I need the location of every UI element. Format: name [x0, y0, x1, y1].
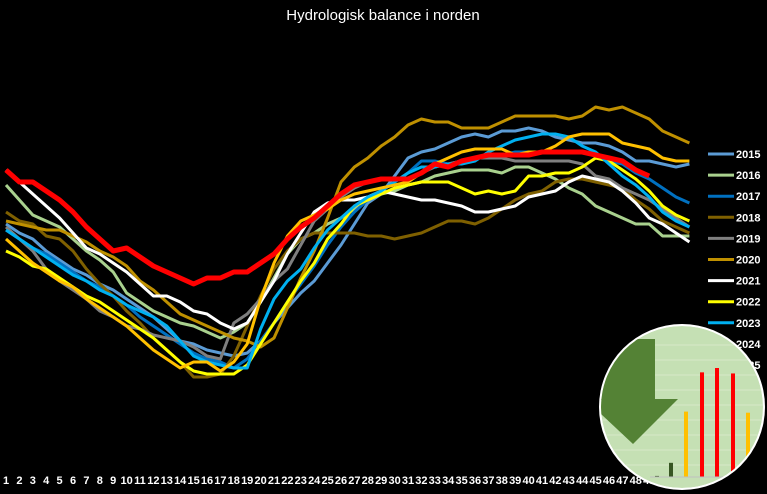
inset-bar: [655, 475, 659, 477]
series-line-2024: [4, 132, 690, 373]
inset-bars: [655, 368, 750, 477]
inset-bar: [715, 368, 719, 477]
inset-bar: [669, 462, 673, 477]
inset-badge: [599, 324, 765, 490]
x-tick-label: 16: [201, 475, 213, 487]
x-tick-label: 28: [362, 475, 374, 487]
x-tick-label: 24: [308, 475, 321, 487]
x-tick-label: 26: [335, 475, 347, 487]
legend-label-2017: 2017: [736, 191, 760, 203]
x-tick-label: 30: [388, 475, 400, 487]
series-line-2023: [5, 132, 691, 370]
series-line-2018: [5, 177, 691, 379]
x-tick-label: 18: [228, 475, 240, 487]
x-tick-label: 11: [134, 475, 146, 487]
x-tick-label: 44: [576, 475, 589, 487]
legend-label-2015: 2015: [736, 149, 760, 161]
x-tick-label: 23: [295, 475, 307, 487]
x-tick-label: 21: [268, 475, 280, 487]
legend-label-2023: 2023: [736, 318, 760, 330]
x-tick-label: 9: [110, 475, 116, 487]
x-tick-label: 34: [442, 475, 455, 487]
x-tick-label: 12: [147, 475, 159, 487]
x-tick-label: 3: [30, 475, 36, 487]
x-tick-label: 14: [174, 475, 187, 487]
x-tick-label: 29: [375, 475, 387, 487]
x-tick-label: 1: [3, 475, 9, 487]
x-tick-label: 20: [254, 475, 266, 487]
x-tick-label: 39: [509, 475, 521, 487]
x-tick-label: 15: [187, 475, 199, 487]
legend-label-2021: 2021: [736, 276, 760, 288]
x-tick-label: 7: [83, 475, 89, 487]
x-tick-label: 41: [536, 475, 548, 487]
x-tick-label: 8: [97, 475, 103, 487]
legend-label-2018: 2018: [736, 212, 760, 224]
x-tick-label: 17: [214, 475, 226, 487]
x-tick-label: 47: [616, 475, 628, 487]
x-tick-label: 6: [70, 475, 76, 487]
legend-label-2019: 2019: [736, 233, 760, 245]
inset-bar: [746, 412, 750, 477]
series-line-2022: [5, 156, 691, 376]
x-tick-label: 38: [496, 475, 508, 487]
x-tick-label: 35: [455, 475, 467, 487]
legend-label-2020: 2020: [736, 255, 760, 267]
series-line-2021: [4, 168, 691, 331]
inset-bar: [700, 372, 704, 477]
series-line-2020: [5, 105, 691, 349]
legend-label-2024: 2024: [736, 339, 761, 351]
x-tick-label: 33: [429, 475, 441, 487]
legend: 2015 2016 2017 2018 2019 2020 2021 2022 2023 2024…: [708, 149, 761, 372]
inset-bar: [731, 373, 735, 477]
x-tick-label: 5: [57, 475, 63, 487]
inset-bar: [684, 411, 688, 477]
x-tick-label: 19: [241, 475, 253, 487]
x-tick-label: 43: [563, 475, 575, 487]
x-tick-label: 37: [482, 475, 494, 487]
x-tick-label: 25: [321, 475, 333, 487]
x-tick-label: 31: [402, 475, 414, 487]
x-tick-label: 13: [161, 475, 173, 487]
x-tick-label: 32: [415, 475, 427, 487]
x-tick-label: 27: [348, 475, 360, 487]
x-tick-label: 2: [16, 475, 22, 487]
series-line-2025: [4, 149, 651, 287]
x-tick-label: 42: [549, 475, 561, 487]
legend-label-2016: 2016: [736, 170, 760, 182]
x-tick-label: 48: [630, 475, 642, 487]
series-lines: [4, 105, 691, 379]
legend-label-2022: 2022: [736, 297, 760, 309]
x-tick-label: 46: [603, 475, 615, 487]
x-tick-label: 10: [120, 475, 132, 487]
x-tick-label: 45: [589, 475, 601, 487]
x-tick-label: 4: [43, 475, 50, 487]
x-tick-label: 40: [522, 475, 534, 487]
x-axis-tick-labels: 1 2 3 4 5 6 7 8 9 10 11 12 13 14 15 16 17 18 19 20 21 22 23 24 2…: [3, 475, 696, 487]
x-tick-label: 36: [469, 475, 481, 487]
x-tick-label: 22: [281, 475, 293, 487]
chart-title: Hydrologisk balance i norden: [286, 7, 479, 24]
